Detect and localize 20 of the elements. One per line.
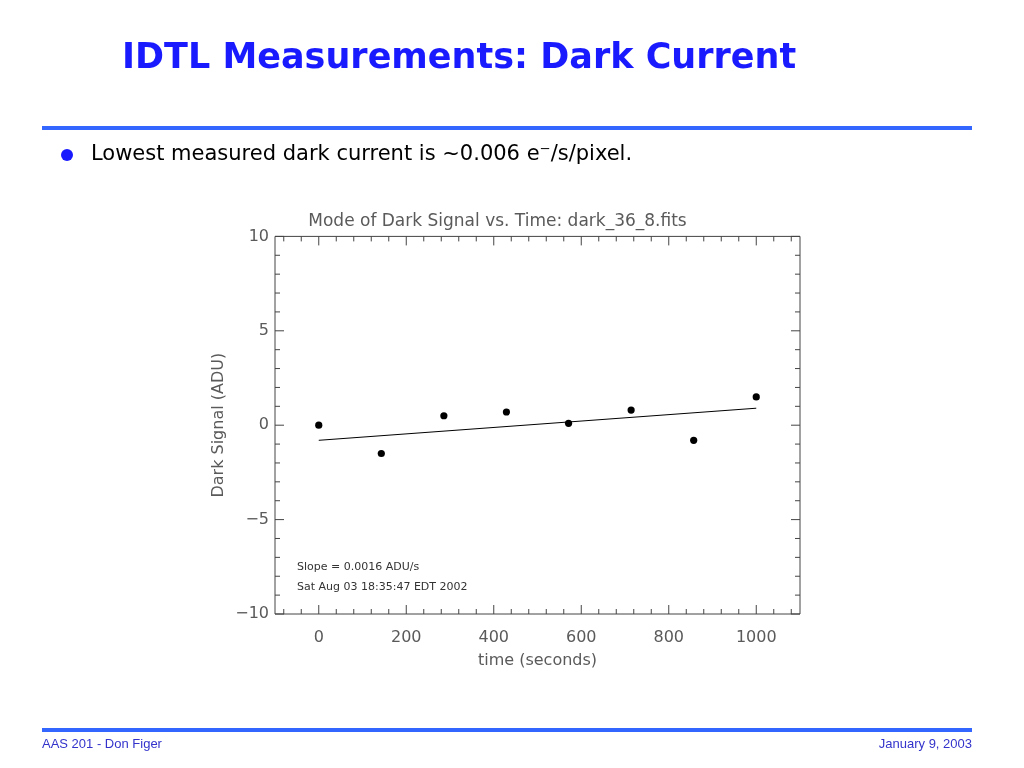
x-tick-label: 1000 bbox=[735, 626, 777, 646]
x-tick-label: 800 bbox=[653, 626, 685, 646]
annotation: Sat Aug 03 18:35:47 EDT 2002 bbox=[297, 579, 468, 593]
x-axis-title: time (seconds) bbox=[477, 649, 598, 669]
y-axis-title: Dark Signal (ADU) bbox=[207, 352, 227, 498]
chart-subtitle: Mode of Dark Signal vs. Time: dark_36_8.fits bbox=[308, 209, 687, 231]
y-tick-label: 5 bbox=[258, 319, 269, 339]
y-tick-label: 0 bbox=[258, 414, 269, 434]
text: January 9, 2003 bbox=[878, 736, 972, 751]
y-tick-label: 10 bbox=[248, 225, 269, 245]
text: AAS 201 - Don Figer bbox=[42, 736, 162, 751]
x-tick-label: 0 bbox=[313, 626, 324, 646]
text: Lowest measured dark current is ~0.006 e⁻/s/pixel. bbox=[91, 141, 633, 165]
x-tick-label: 200 bbox=[390, 626, 422, 646]
x-tick-label: 400 bbox=[478, 626, 510, 646]
y-tick-label: −10 bbox=[235, 603, 269, 623]
x-tick-label: 600 bbox=[565, 626, 597, 646]
y-tick-label: −5 bbox=[245, 508, 269, 528]
chart-title: IDTL Measurements: Dark Current bbox=[122, 36, 797, 76]
annotation: Slope = 0.0016 ADU/s bbox=[297, 559, 420, 573]
